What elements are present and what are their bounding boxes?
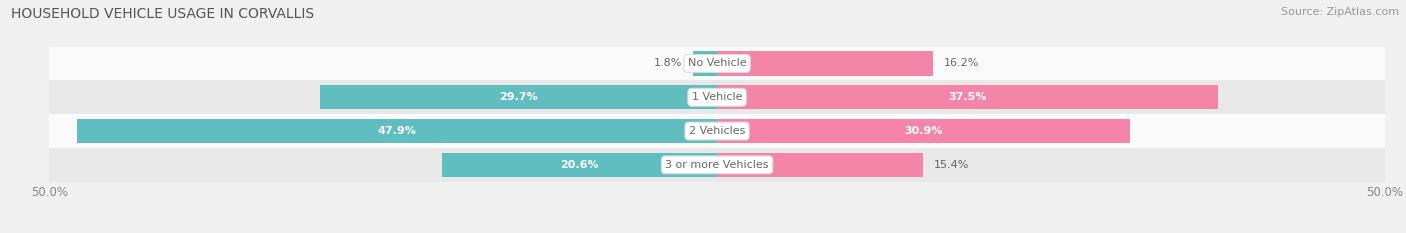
Bar <box>49 148 1385 182</box>
Text: No Vehicle: No Vehicle <box>688 58 747 69</box>
Text: HOUSEHOLD VEHICLE USAGE IN CORVALLIS: HOUSEHOLD VEHICLE USAGE IN CORVALLIS <box>11 7 315 21</box>
Bar <box>77 119 717 143</box>
Text: 29.7%: 29.7% <box>499 92 538 102</box>
Text: 15.4%: 15.4% <box>934 160 969 170</box>
Text: 30.9%: 30.9% <box>904 126 942 136</box>
Bar <box>717 153 922 177</box>
Text: Source: ZipAtlas.com: Source: ZipAtlas.com <box>1281 7 1399 17</box>
Text: 1.8%: 1.8% <box>654 58 682 69</box>
Text: 37.5%: 37.5% <box>948 92 987 102</box>
Text: 2 Vehicles: 2 Vehicles <box>689 126 745 136</box>
Bar <box>441 153 717 177</box>
Bar <box>717 85 1218 110</box>
Bar <box>717 119 1130 143</box>
Bar <box>321 85 717 110</box>
Bar <box>49 47 1385 80</box>
Text: 47.9%: 47.9% <box>378 126 416 136</box>
Text: 1 Vehicle: 1 Vehicle <box>692 92 742 102</box>
Bar <box>693 51 717 76</box>
Bar <box>49 80 1385 114</box>
Bar <box>49 114 1385 148</box>
Text: 16.2%: 16.2% <box>945 58 980 69</box>
Bar <box>717 51 934 76</box>
Text: 20.6%: 20.6% <box>560 160 599 170</box>
Text: 3 or more Vehicles: 3 or more Vehicles <box>665 160 769 170</box>
